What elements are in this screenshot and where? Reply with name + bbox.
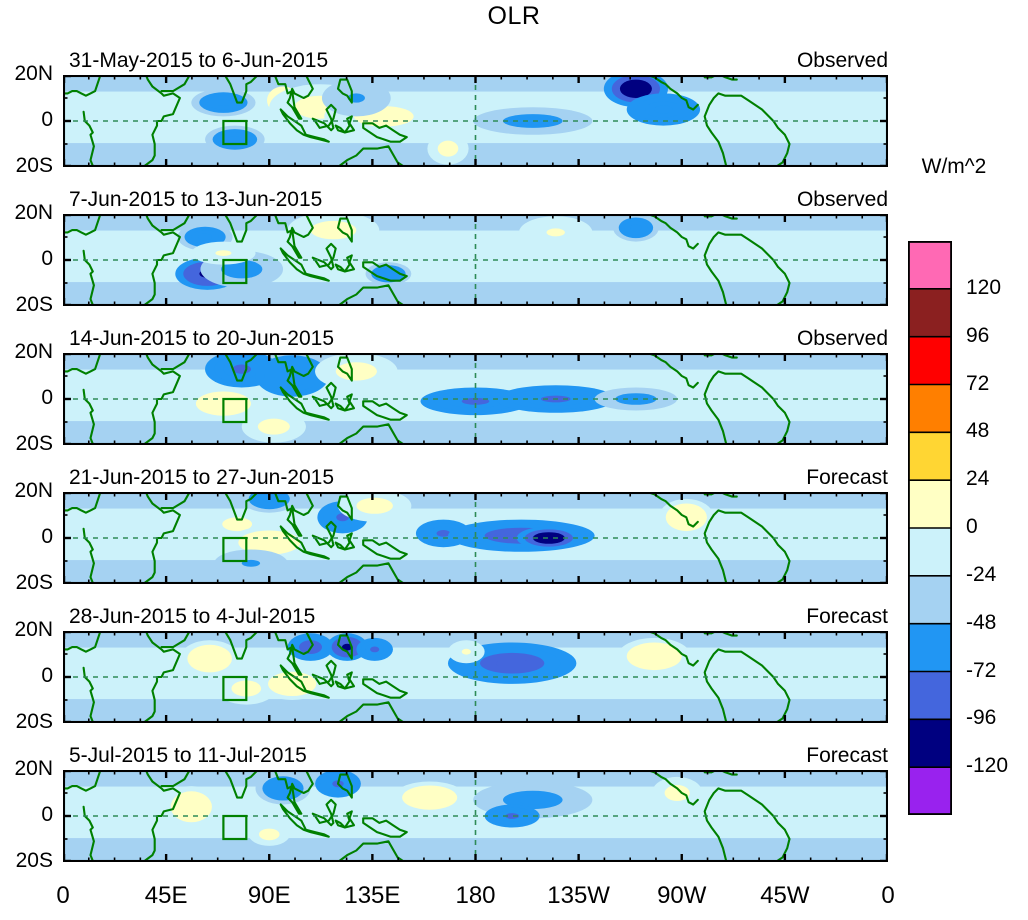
y-axis-tick-label: 20N [14,201,53,224]
y-axis-tick-label: 20N [14,479,53,502]
panel-date-range: 28-Jun-2015 to 4-Jul-2015 [69,605,316,628]
y-axis-tick-label: 20S [15,571,53,594]
y-axis-tick-label: 0 [41,803,53,826]
y-axis-tick-label: 20S [15,154,53,177]
panel-date-range: 14-Jun-2015 to 20-Jun-2015 [69,327,335,350]
colorbar-tick-label: -24 [966,562,997,586]
panel-header: 31-May-2015 to 6-Jun-2015 Observed [69,49,888,73]
panel-date-range: 5-Jul-2015 to 11-Jul-2015 [69,744,307,767]
colorbar[interactable] [908,241,952,815]
y-axis-tick-label: 20S [15,432,53,455]
y-axis-tick-label: 20N [14,340,53,363]
x-axis-tick-label: 0 [881,882,895,909]
map-panel[interactable] [63,353,888,445]
panel-kind-label: Observed [796,327,888,350]
panel-date-range: 7-Jun-2015 to 13-Jun-2015 [69,188,323,211]
colorbar-tick-label: 72 [966,371,990,395]
panel-header: 28-Jun-2015 to 4-Jul-2015 Forecast [69,605,888,629]
panel-header: 21-Jun-2015 to 27-Jun-2015 Forecast [69,466,888,490]
x-axis-tick-label: 0 [56,882,70,909]
y-axis-tick-label: 0 [41,525,53,548]
colorbar-tick-label: 120 [966,275,1002,299]
panel-date-range: 31-May-2015 to 6-Jun-2015 [69,49,329,72]
panel-header: 7-Jun-2015 to 13-Jun-2015 Observed [69,188,888,212]
colorbar-unit-label: W/m^2 [921,155,987,178]
y-axis-tick-label: 20N [14,757,53,780]
panel-kind-label: Observed [796,49,888,72]
colorbar-tick-label: -120 [966,754,1009,778]
y-axis-tick-label: 0 [41,664,53,687]
y-axis-tick-label: 20S [15,710,53,733]
x-axis-tick-label: 90E [247,882,291,909]
y-axis-tick-label: 0 [41,108,53,131]
map-panel[interactable] [63,492,888,584]
x-axis-tick-label: 45W [760,882,810,909]
y-axis-tick-label: 20N [14,618,53,641]
panel-header: 5-Jul-2015 to 11-Jul-2015 Forecast [69,744,888,768]
colorbar-tick-label: -96 [966,706,997,730]
colorbar-tick-label: 96 [966,323,990,347]
y-axis-tick-label: 0 [41,386,53,409]
x-axis-tick-label: 90W [657,882,707,909]
map-panel[interactable] [63,214,888,306]
y-axis-tick-label: 20N [14,62,53,85]
x-axis-tick-label: 180 [455,882,496,909]
x-axis-tick-label: 45E [144,882,188,909]
y-axis-tick-label: 0 [41,247,53,270]
panel-kind-label: Forecast [806,744,888,767]
colorbar-tick-label: 0 [966,515,978,538]
panel-header: 14-Jun-2015 to 20-Jun-2015 Observed [69,327,888,351]
x-axis-tick-label: 135E [344,882,401,909]
y-axis-tick-label: 20S [15,849,53,872]
colorbar-tick-label: 48 [966,419,990,443]
panel-kind-label: Observed [796,188,888,211]
x-axis-tick-label: 135W [547,882,610,909]
colorbar-tick-label: 24 [966,467,990,491]
map-panel[interactable] [63,75,888,167]
figure-title: OLR [487,2,541,30]
panel-kind-label: Forecast [806,605,888,628]
panel-date-range: 21-Jun-2015 to 27-Jun-2015 [69,466,335,489]
colorbar-tick-label: -72 [966,658,997,682]
map-panel[interactable] [63,631,888,723]
map-panel[interactable] [63,770,888,862]
panel-kind-label: Forecast [806,466,888,489]
colorbar-tick-label: -48 [966,610,997,634]
y-axis-tick-label: 20S [15,293,53,316]
